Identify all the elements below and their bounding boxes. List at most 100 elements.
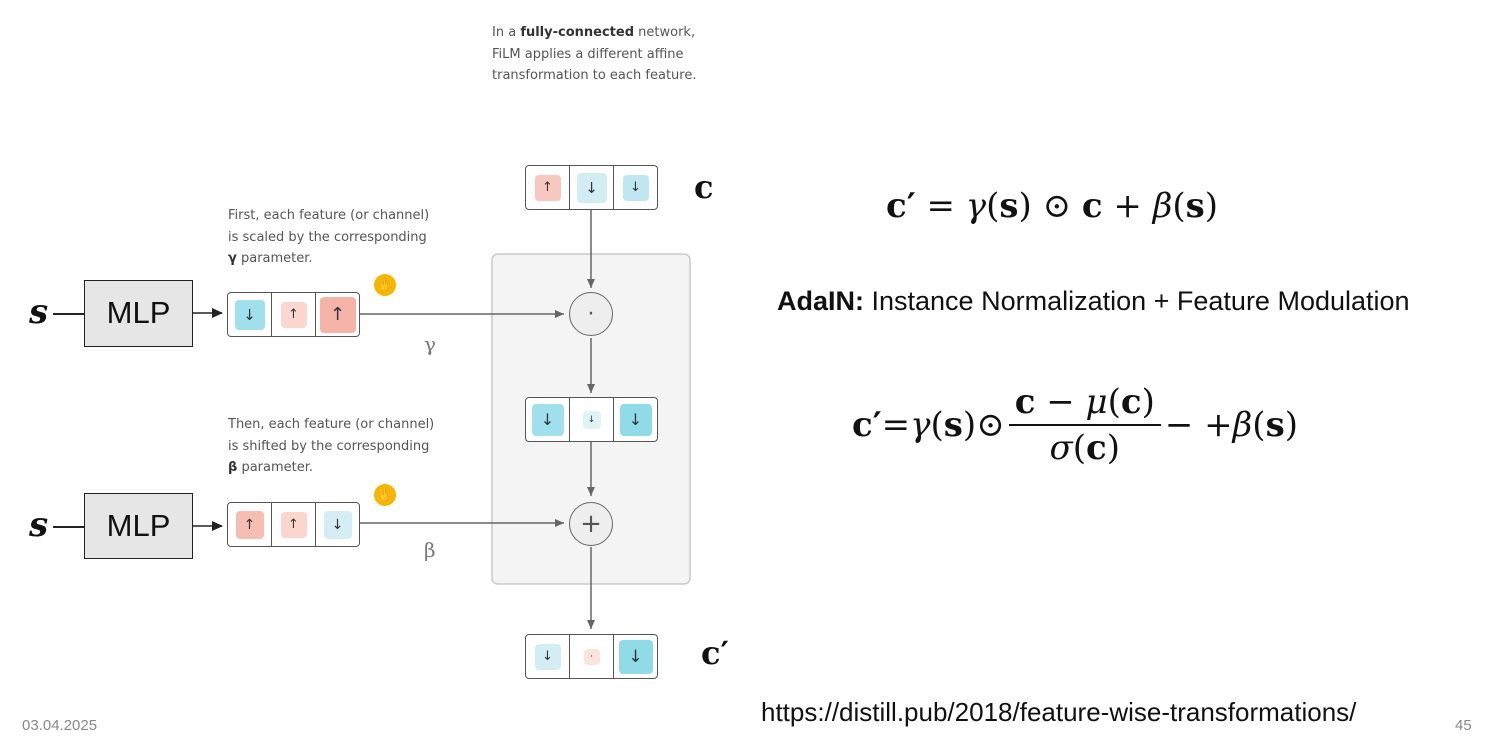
formula2-odot: ⊙ xyxy=(976,405,1005,445)
gamma-note: First, each feature (or channel) is scal… xyxy=(228,205,468,270)
formula2-gamma: γ xyxy=(910,405,931,445)
gamma-note-line2: is scaled by the corresponding xyxy=(228,229,427,245)
up-arrow-icon: ↑ xyxy=(235,510,264,539)
input-s-top: s xyxy=(29,292,49,332)
formula1-odot: ⊙ xyxy=(1031,186,1082,226)
formula1-beta: β xyxy=(1152,186,1173,226)
vector-cell: ↑ xyxy=(272,293,316,336)
vector-cell: ↓ xyxy=(614,398,657,441)
top-note-line3: transformation to each feature. xyxy=(492,68,697,83)
vector-beta: ↑ ↑ ↓ xyxy=(227,502,360,547)
vector-cell: ↓ xyxy=(228,293,272,336)
formula2-sigma-c: c xyxy=(1086,428,1107,468)
vector-cell: ↑ xyxy=(526,166,570,209)
formula2-denominator: σ(c) xyxy=(1049,428,1120,468)
down-arrow-icon: ↓ xyxy=(576,172,607,203)
vector-cell: ↓ xyxy=(570,166,614,209)
down-arrow-icon: ↓ xyxy=(534,643,561,670)
hand-pointer-icon[interactable]: ✋ xyxy=(374,274,396,296)
footer-date: 03.04.2025 xyxy=(22,717,98,734)
top-note-line2: FiLM applies a different affine xyxy=(492,46,684,62)
beta-note-line3: parameter. xyxy=(237,460,314,475)
vector-cell: ↓ xyxy=(526,635,570,678)
gamma-note-line3: parameter. xyxy=(236,251,313,266)
down-arrow-icon: ↓ xyxy=(582,410,601,429)
adain-bold: AdaIN: xyxy=(777,286,864,316)
up-arrow-icon: ↑ xyxy=(280,511,307,538)
formula2-sigma: σ xyxy=(1049,428,1073,468)
input-s-bottom: s xyxy=(29,505,49,545)
formula2-eq: = xyxy=(881,405,911,445)
formula2-minus: − xyxy=(1035,382,1086,422)
down-arrow-icon: ↓ xyxy=(323,510,352,539)
down-arrow-icon: ↓ xyxy=(531,403,564,436)
film-formula: c′ = γ(s) ⊙ c + β(s) xyxy=(886,186,1219,226)
source-url[interactable]: https://distill.pub/2018/feature-wise-tr… xyxy=(761,697,1357,727)
formula1-eq: = xyxy=(915,186,966,226)
vector-cell: ↓ xyxy=(614,635,657,678)
formula2-tail: − + xyxy=(1164,405,1233,445)
vector-cell: ↓ xyxy=(614,166,657,209)
top-note-prefix: In a xyxy=(492,25,521,40)
vector-c: ↑ ↓ ↓ xyxy=(525,165,658,210)
beta-note: Then, each feature (or channel) is shift… xyxy=(228,414,468,479)
vector-gamma: ↓ ↑ ↑ xyxy=(227,292,360,337)
formula2-s: s xyxy=(943,405,963,445)
down-arrow-icon: ↓ xyxy=(618,639,653,674)
formula2-mu: μ xyxy=(1085,382,1108,422)
gamma-label: γ xyxy=(424,332,436,356)
formula2-s2: s xyxy=(1265,405,1285,445)
vector-cell: ↓ xyxy=(526,398,570,441)
up-arrow-icon: ↑ xyxy=(280,301,307,328)
formula2-num-c: c xyxy=(1014,382,1036,422)
vector-cell: ↓ xyxy=(570,398,614,441)
multiply-operator: · xyxy=(569,292,613,336)
mlp-box-beta: MLP xyxy=(84,493,193,559)
vector-c-prime: ↓ · ↓ xyxy=(525,634,658,679)
gamma-note-line1: First, each feature (or channel) xyxy=(228,208,430,223)
up-arrow-icon: ↑ xyxy=(534,174,561,201)
up-arrow-icon: ↑ xyxy=(319,296,356,333)
vector-cell: ↑ xyxy=(272,503,316,546)
top-note: In a fully-connected network, FiLM appli… xyxy=(492,22,732,87)
down-arrow-icon: ↓ xyxy=(619,403,652,436)
mlp-box-gamma: MLP xyxy=(84,280,193,347)
beta-note-line2: is shifted by the corresponding xyxy=(228,438,430,454)
c-label: c xyxy=(694,168,714,206)
vector-modulated: ↓ ↓ ↓ xyxy=(525,397,658,442)
adain-heading: AdaIN: Instance Normalization + Feature … xyxy=(777,286,1410,317)
formula1-s2: s xyxy=(1185,186,1205,226)
vector-cell: · xyxy=(570,635,614,678)
adain-text: Instance Normalization + Feature Modulat… xyxy=(864,286,1410,316)
formula1-s: s xyxy=(999,186,1019,226)
top-note-bold: fully-connected xyxy=(520,25,635,40)
top-note-suffix: network, xyxy=(634,25,696,40)
add-operator: + xyxy=(569,502,613,546)
input-line-top xyxy=(53,313,85,315)
beta-note-line1: Then, each feature (or channel) xyxy=(228,417,435,432)
beta-note-symbol: β xyxy=(228,460,238,475)
formula2-numerator: c − μ(c) xyxy=(1008,382,1161,426)
c-prime-label: c′ xyxy=(701,634,729,672)
vector-cell: ↑ xyxy=(228,503,272,546)
beta-label: β xyxy=(424,538,436,562)
formula1-plus: + xyxy=(1102,186,1153,226)
dot-icon: · xyxy=(583,648,600,665)
down-arrow-icon: ↓ xyxy=(622,174,649,201)
formula1-lhs: c′ xyxy=(886,186,916,226)
down-arrow-icon: ↓ xyxy=(234,299,265,330)
gamma-note-symbol: γ xyxy=(228,251,237,266)
hand-pointer-icon[interactable]: ✋ xyxy=(374,484,396,506)
input-line-bottom xyxy=(53,526,85,528)
formula1-gamma: γ xyxy=(965,186,987,226)
formula1-c: c xyxy=(1081,186,1103,226)
vector-cell: ↓ xyxy=(316,503,359,546)
page-number: 45 xyxy=(1455,717,1472,734)
formula2-beta: β xyxy=(1232,405,1253,445)
formula2-mu-c: c xyxy=(1120,382,1142,422)
vector-cell: ↑ xyxy=(316,293,359,336)
formula2-lhs: c′ xyxy=(852,405,882,445)
adain-formula: c′ = γ(s) ⊙ c − μ(c) σ(c) − + β(s) xyxy=(852,382,1298,468)
formula2-fraction: c − μ(c) σ(c) xyxy=(1008,382,1161,468)
